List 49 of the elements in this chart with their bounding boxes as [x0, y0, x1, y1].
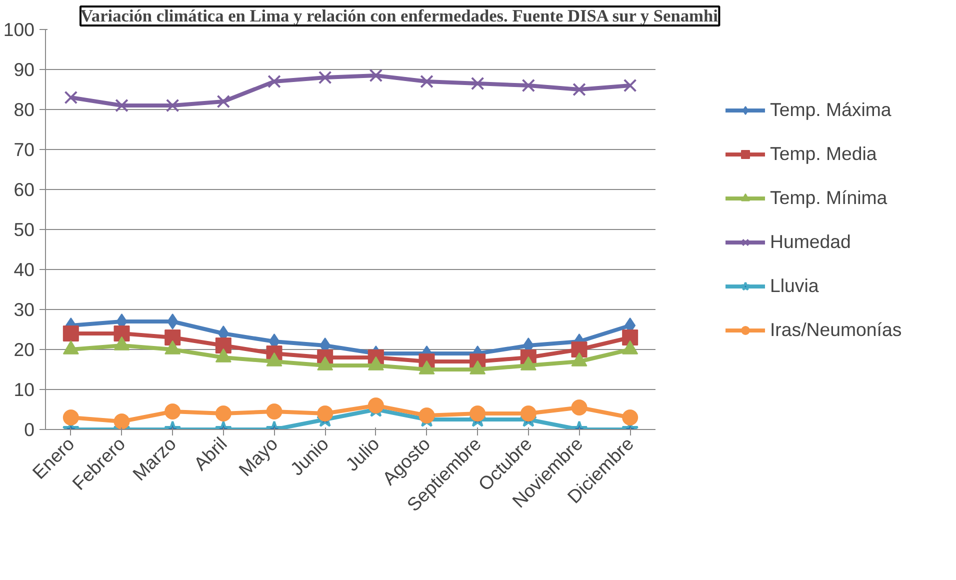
- y-tick-label: 50: [14, 219, 35, 240]
- point: [622, 410, 638, 426]
- x-tick-label: Julio: [341, 433, 384, 476]
- point: [64, 90, 78, 104]
- legend-label: Iras/Neumonías: [770, 319, 902, 341]
- point: [266, 404, 282, 420]
- point: [623, 78, 637, 92]
- legend-label: Temp. Máxima: [770, 99, 892, 121]
- point: [216, 94, 230, 108]
- y-tick-label: 0: [24, 419, 35, 440]
- legend-label: Temp. Mínima: [770, 187, 888, 209]
- point: [572, 82, 586, 96]
- point: [420, 74, 434, 88]
- point: [166, 98, 180, 112]
- point: [114, 326, 130, 342]
- legend-label: Lluvia: [770, 275, 819, 297]
- y-tick-label: 20: [14, 339, 35, 360]
- point: [418, 408, 435, 424]
- point: [114, 414, 130, 430]
- y-tick-label: 10: [14, 379, 35, 400]
- point: [215, 338, 232, 354]
- point: [115, 98, 128, 112]
- point: [470, 406, 486, 422]
- point: [571, 342, 588, 358]
- y-tick-label: 80: [14, 99, 35, 120]
- legend-label: Humedad: [770, 231, 851, 253]
- y-tick-label: 40: [14, 259, 35, 280]
- point: [268, 74, 281, 88]
- point: [369, 68, 383, 82]
- point: [317, 406, 334, 422]
- point: [62, 326, 79, 342]
- y-tick-label: 70: [14, 139, 35, 160]
- point: [368, 398, 384, 414]
- y-tick-label: 90: [14, 59, 35, 80]
- y-tick-label: 30: [14, 299, 35, 320]
- legend-label: Temp. Media: [770, 143, 877, 165]
- point: [470, 76, 484, 90]
- y-tick-label: 60: [14, 179, 35, 200]
- point: [318, 70, 332, 84]
- point: [167, 314, 178, 330]
- point: [62, 410, 79, 426]
- y-tick-label: 100: [3, 19, 35, 40]
- point: [520, 406, 536, 422]
- point: [571, 400, 588, 416]
- point: [622, 330, 638, 346]
- point: [164, 404, 181, 420]
- point: [164, 330, 181, 346]
- point: [522, 78, 536, 92]
- point: [215, 406, 232, 422]
